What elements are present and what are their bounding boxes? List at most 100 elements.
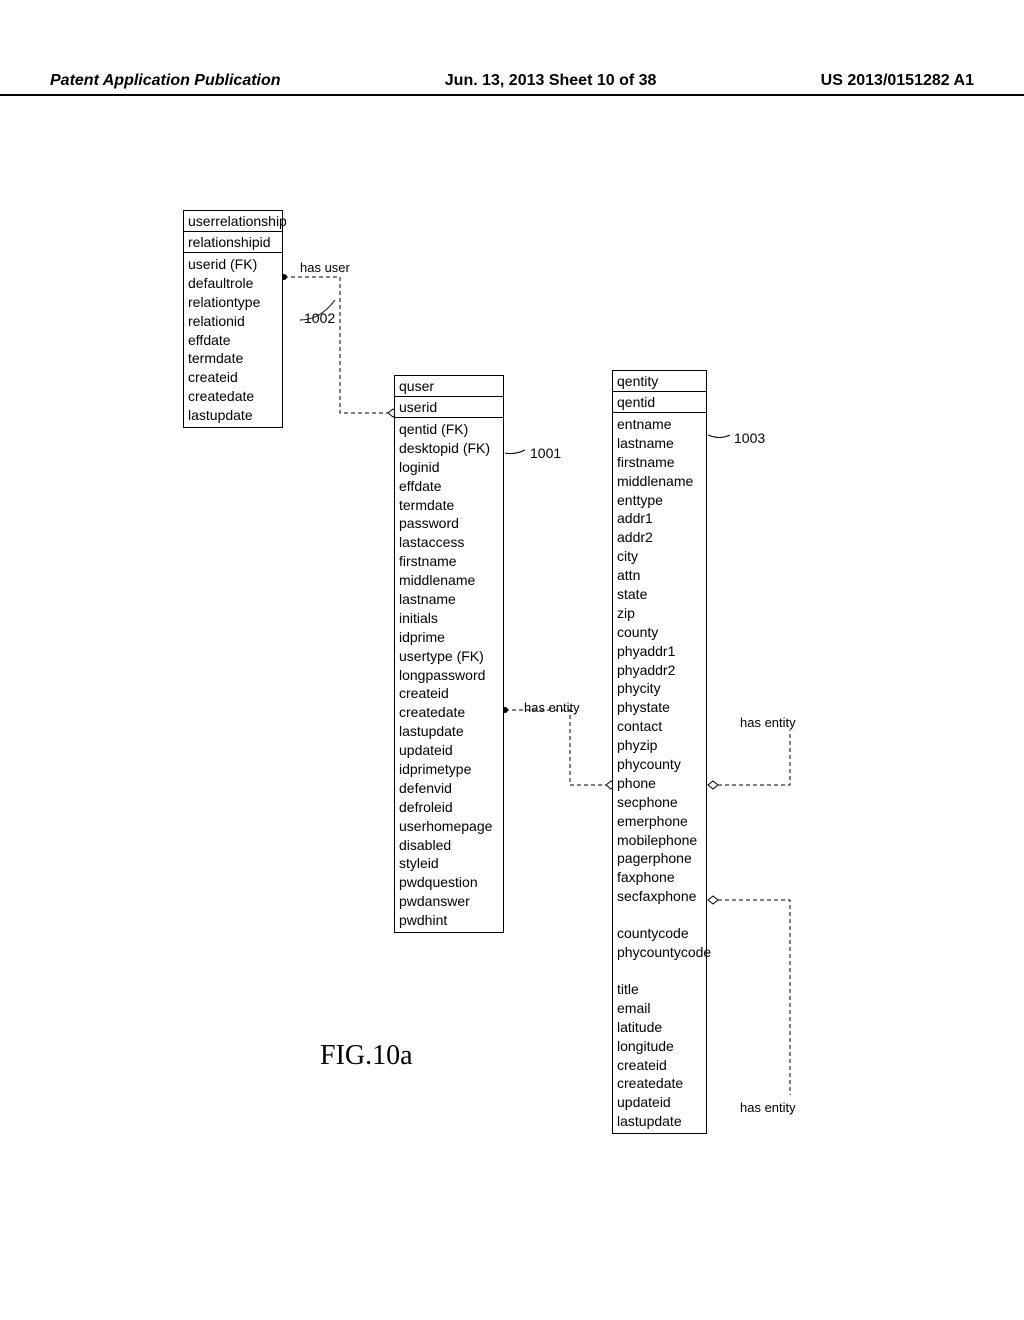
callout-1002: 1002 — [304, 310, 335, 326]
field: middlename — [399, 571, 499, 590]
field: phycounty — [617, 755, 702, 774]
field: phystate — [617, 698, 702, 717]
field: idprime — [399, 628, 499, 647]
field: lastaccess — [399, 533, 499, 552]
callout-1003: 1003 — [734, 430, 765, 446]
entity-userrelationship: userrelationship relationshipid userid (… — [183, 210, 283, 428]
field: defenvid — [399, 779, 499, 798]
field: addr2 — [617, 528, 702, 547]
entity-title: userrelationship — [184, 211, 282, 231]
field: effdate — [188, 331, 278, 350]
field: faxphone — [617, 868, 702, 887]
entity-fields: qentid (FK)desktopid (FK)loginideffdatet… — [395, 418, 503, 932]
field: idprimetype — [399, 760, 499, 779]
field: contact — [617, 717, 702, 736]
field: desktopid (FK) — [399, 439, 499, 458]
field: updateid — [617, 1093, 702, 1112]
field: termdate — [399, 496, 499, 515]
field: createdate — [399, 703, 499, 722]
field: latitude — [617, 1018, 702, 1037]
field: userhomepage — [399, 817, 499, 836]
field: lastupdate — [399, 722, 499, 741]
er-diagram: userrelationship relationshipid userid (… — [0, 170, 1024, 1270]
field: updateid — [399, 741, 499, 760]
field: lastname — [617, 434, 702, 453]
entity-quser: quser userid qentid (FK)desktopid (FK)lo… — [394, 375, 504, 933]
page-header: Patent Application Publication Jun. 13, … — [0, 72, 1024, 96]
field: countycode — [617, 924, 702, 943]
field: loginid — [399, 458, 499, 477]
field: pagerphone — [617, 849, 702, 868]
entity-pk: userid — [395, 396, 503, 418]
field: pwdquestion — [399, 873, 499, 892]
field: mobilephone — [617, 831, 702, 850]
entity-pk: relationshipid — [184, 231, 282, 253]
entity-fields: userid (FK)defaultrolerelationtyperelati… — [184, 253, 282, 427]
field: pwdanswer — [399, 892, 499, 911]
field: effdate — [399, 477, 499, 496]
field: qentid (FK) — [399, 420, 499, 439]
rel-has-entity-1: has entity — [524, 700, 580, 715]
field: defroleid — [399, 798, 499, 817]
rel-has-entity-3: has entity — [740, 1100, 796, 1115]
field: longitude — [617, 1037, 702, 1056]
field: phyaddr2 — [617, 661, 702, 680]
header-center: Jun. 13, 2013 Sheet 10 of 38 — [445, 72, 657, 90]
field: createid — [617, 1056, 702, 1075]
field: password — [399, 514, 499, 533]
field: pwdhint — [399, 911, 499, 930]
field: entname — [617, 415, 702, 434]
field: styleid — [399, 854, 499, 873]
rel-has-entity-2: has entity — [740, 715, 796, 730]
field: firstname — [617, 453, 702, 472]
field: city — [617, 547, 702, 566]
connector-lines — [0, 170, 1024, 1270]
field: title — [617, 980, 702, 999]
entity-title: quser — [395, 376, 503, 396]
field: state — [617, 585, 702, 604]
field: enttype — [617, 491, 702, 510]
field: lastupdate — [188, 406, 278, 425]
field: createid — [399, 684, 499, 703]
field: addr1 — [617, 509, 702, 528]
field: lastname — [399, 590, 499, 609]
field: termdate — [188, 349, 278, 368]
header-left: Patent Application Publication — [50, 72, 281, 90]
entity-title: qentity — [613, 371, 706, 391]
field: secfaxphone — [617, 887, 702, 906]
field: disabled — [399, 836, 499, 855]
field: phone — [617, 774, 702, 793]
field: createdate — [188, 387, 278, 406]
field: phycity — [617, 679, 702, 698]
field: createid — [188, 368, 278, 387]
rel-has-user: has user — [300, 260, 350, 275]
field: email — [617, 999, 702, 1018]
entity-pk: qentid — [613, 391, 706, 413]
field: phyzip — [617, 736, 702, 755]
field: initials — [399, 609, 499, 628]
field: firstname — [399, 552, 499, 571]
field: userid (FK) — [188, 255, 278, 274]
field: lastupdate — [617, 1112, 702, 1131]
field: zip — [617, 604, 702, 623]
field: defaultrole — [188, 274, 278, 293]
field: attn — [617, 566, 702, 585]
field: secphone — [617, 793, 702, 812]
field: emerphone — [617, 812, 702, 831]
field: phycountycode — [617, 943, 702, 962]
field: createdate — [617, 1074, 702, 1093]
field: usertype (FK) — [399, 647, 499, 666]
field: relationid — [188, 312, 278, 331]
field: longpassword — [399, 666, 499, 685]
field: county — [617, 623, 702, 642]
field: relationtype — [188, 293, 278, 312]
field: phyaddr1 — [617, 642, 702, 661]
callout-1001: 1001 — [530, 445, 561, 461]
header-right: US 2013/0151282 A1 — [821, 72, 974, 90]
field — [617, 962, 702, 980]
field — [617, 906, 702, 924]
field: middlename — [617, 472, 702, 491]
entity-qentity: qentity qentid entnamelastnamefirstnamem… — [612, 370, 707, 1134]
entity-fields: entnamelastnamefirstnamemiddlenameenttyp… — [613, 413, 706, 1133]
figure-label: FIG.10a — [320, 1040, 413, 1072]
